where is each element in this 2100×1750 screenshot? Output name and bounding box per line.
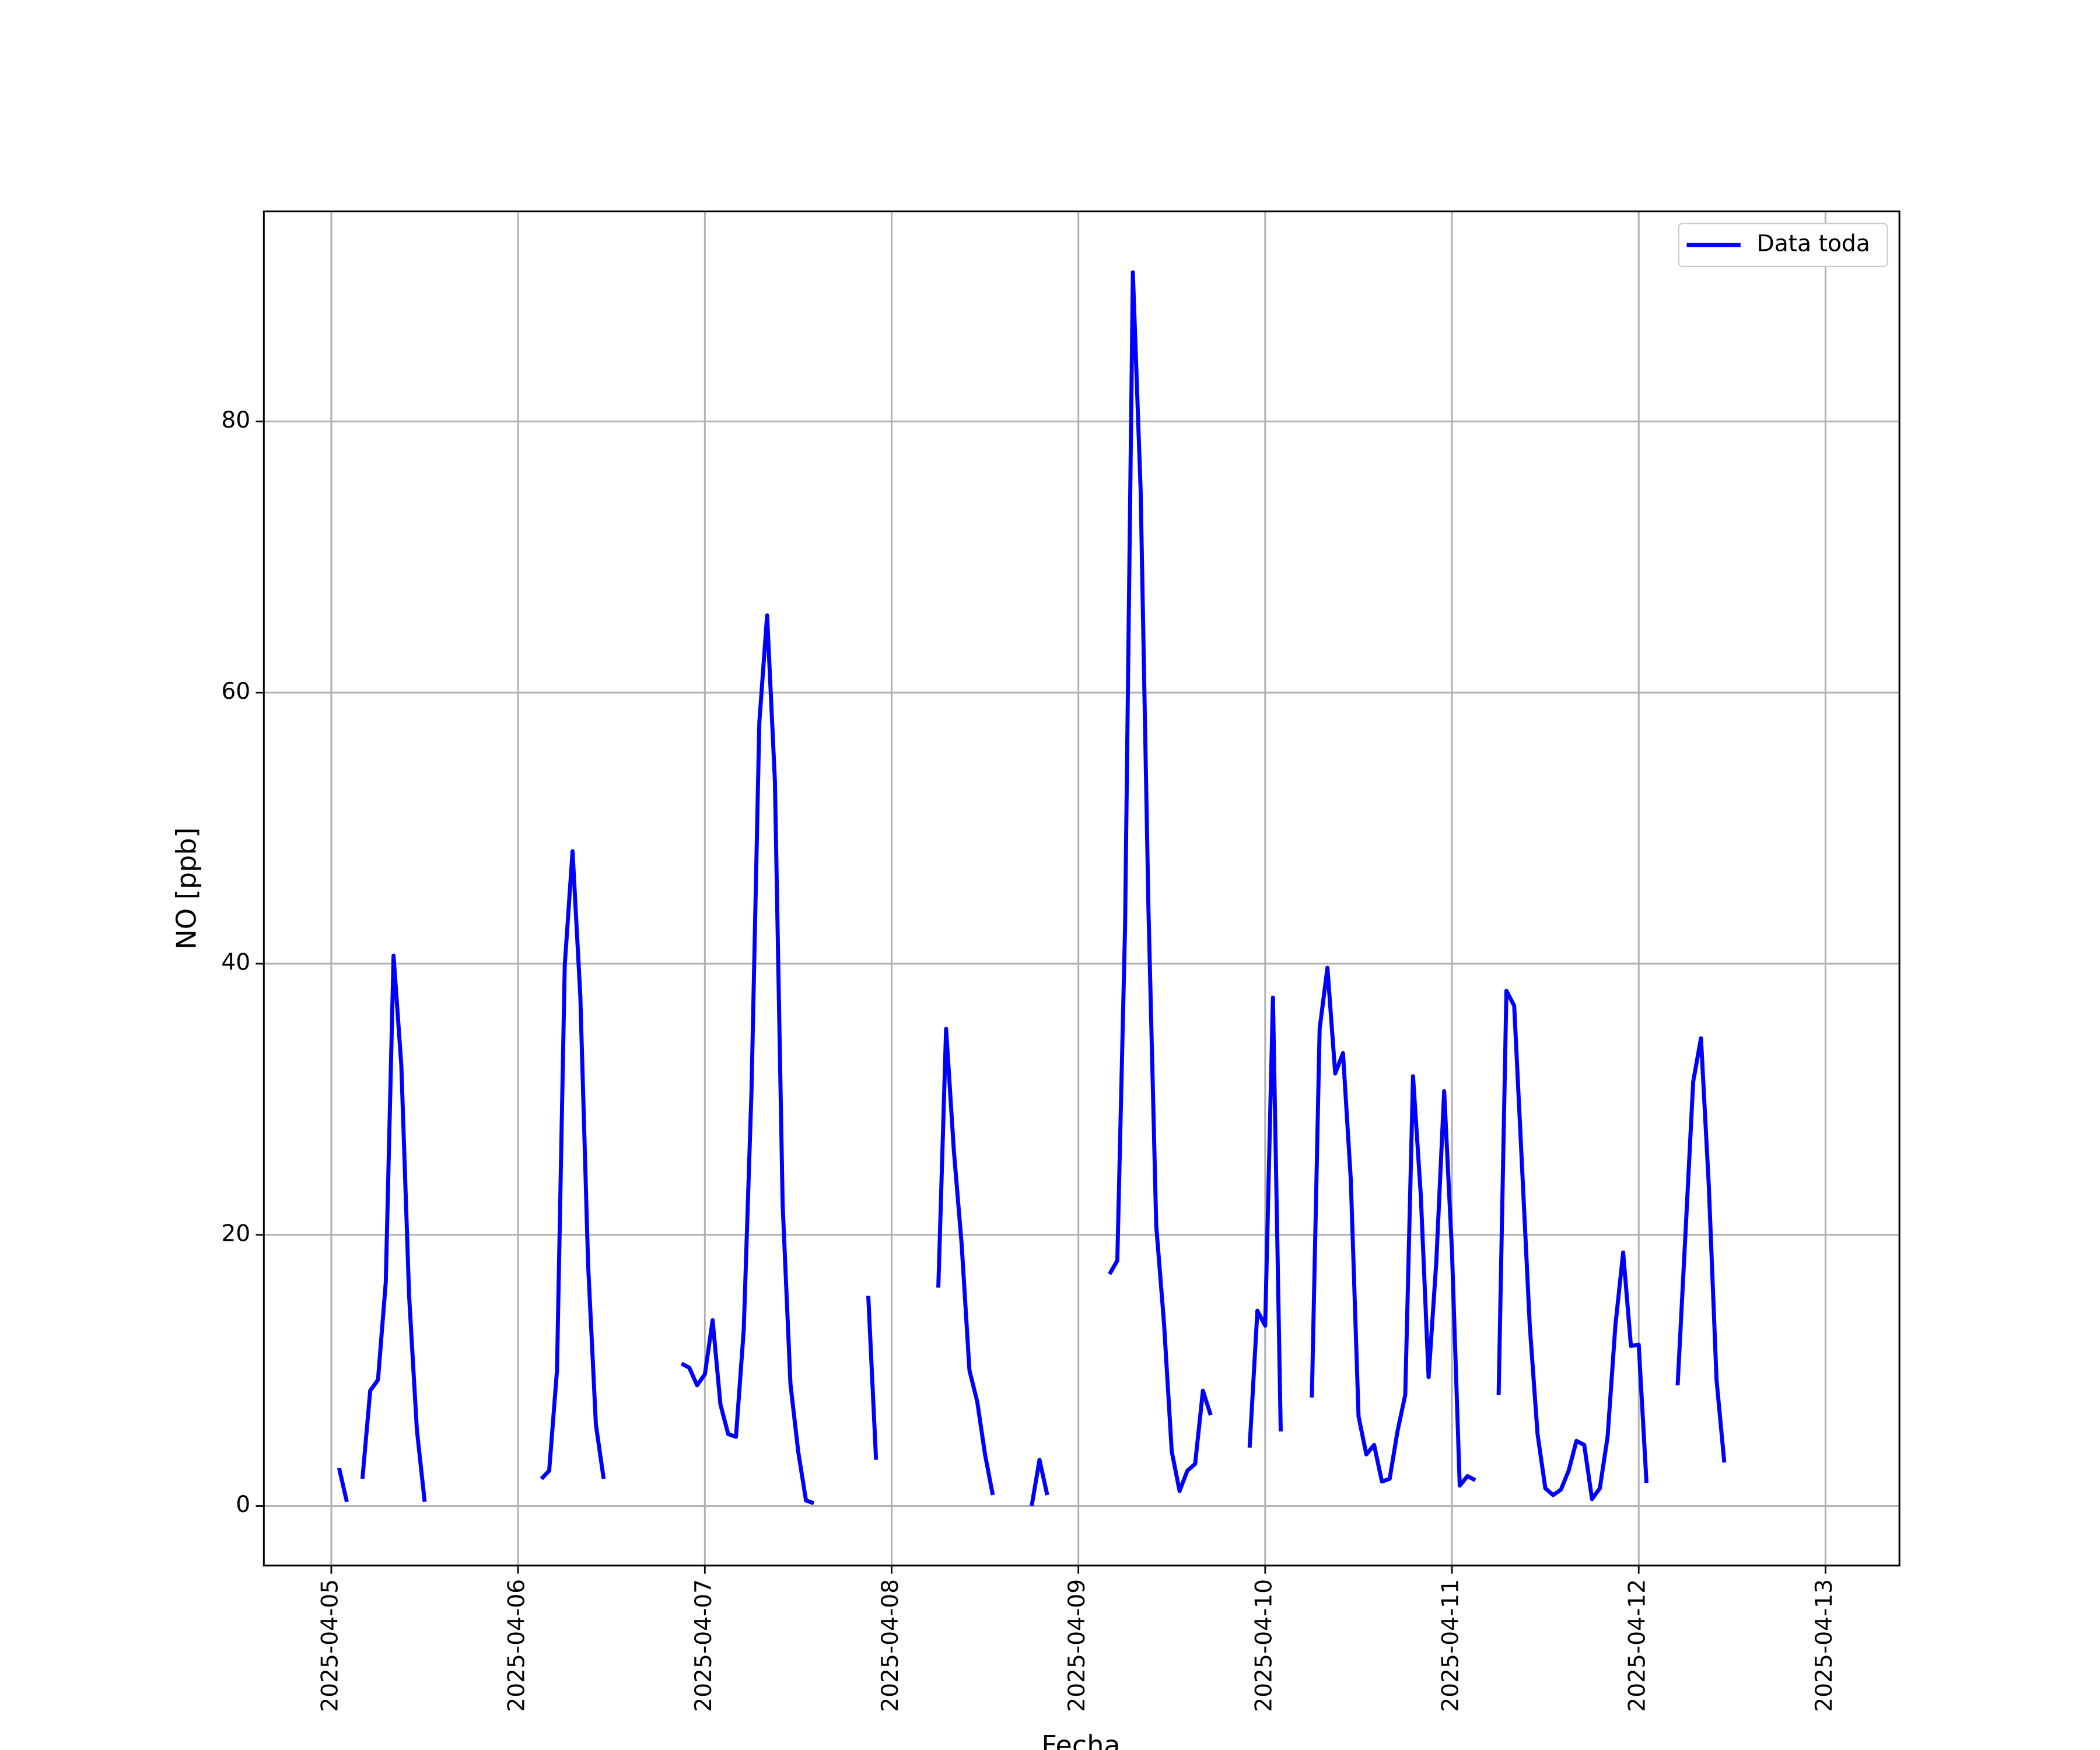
x-tick-label: 2025-04-07 <box>691 1579 717 1712</box>
x-tick-label: 2025-04-09 <box>1064 1579 1090 1712</box>
x-tick-label: 2025-04-12 <box>1625 1579 1651 1712</box>
data-line <box>337 270 1727 1507</box>
x-tick-label: 2025-04-05 <box>317 1579 343 1712</box>
axes-frame <box>262 210 1901 1567</box>
y-tick-label: 0 <box>236 1492 250 1518</box>
y-axis-label: NO [ppb] <box>171 827 202 949</box>
x-tick-label: 2025-04-06 <box>504 1579 530 1712</box>
y-tick-label: 80 <box>221 407 250 433</box>
plot-area <box>337 270 1727 1507</box>
x-tick-label: 2025-04-08 <box>877 1579 904 1712</box>
x-tick-label: 2025-04-10 <box>1251 1579 1277 1712</box>
x-tick-label: 2025-04-11 <box>1438 1579 1464 1712</box>
legend-label: Data toda <box>1757 231 1870 257</box>
y-tick-label: 60 <box>221 678 250 705</box>
y-tick-label: 40 <box>221 950 250 976</box>
x-axis-label: Fecha <box>1041 1730 1120 1750</box>
x-tick-label: 2025-04-13 <box>1811 1579 1838 1712</box>
grid <box>264 211 1900 1566</box>
legend-box <box>1678 222 1888 268</box>
y-tick-label: 20 <box>221 1220 250 1247</box>
